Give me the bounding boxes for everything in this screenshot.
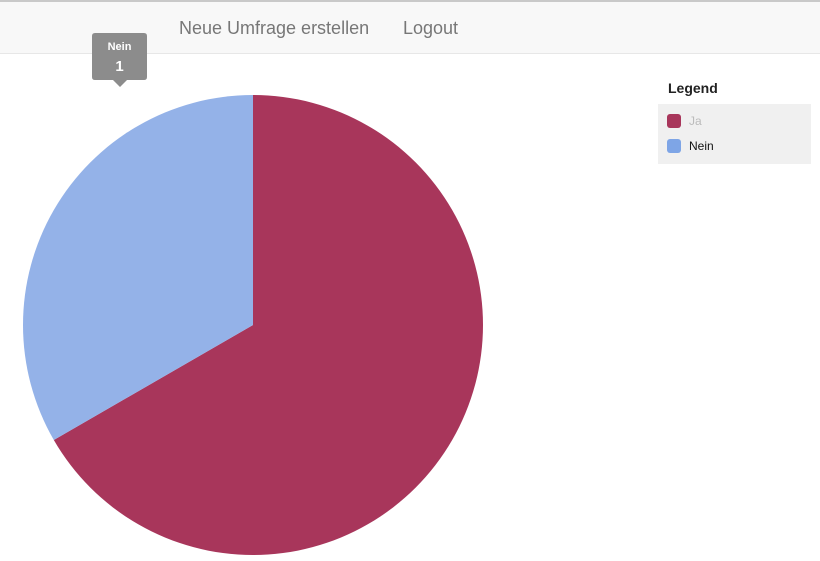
legend-label-ja: Ja [689,113,702,128]
legend-item-ja[interactable]: Ja [658,108,811,133]
chart-legend: Legend Ja Nein [658,76,811,164]
pie-slice-ja[interactable] [53,95,484,555]
legend-title: Legend [668,80,718,96]
logout-link[interactable]: Logout [403,18,459,38]
tooltip-label: Nein [108,41,132,53]
legend-swatch-ja [667,113,681,128]
legend-box: Ja Nein [658,104,811,164]
pie-slices [22,95,484,555]
chart-tooltip: Nein 1 [92,33,147,87]
tooltip-value: 1 [115,58,123,75]
legend-item-nein[interactable]: Nein [658,133,811,158]
legend-label-nein: Nein [689,138,714,153]
new-survey-link[interactable]: Neue Umfrage erstellen [179,18,370,38]
legend-swatch-nein [667,138,681,153]
pie-slice-nein[interactable] [22,95,253,440]
